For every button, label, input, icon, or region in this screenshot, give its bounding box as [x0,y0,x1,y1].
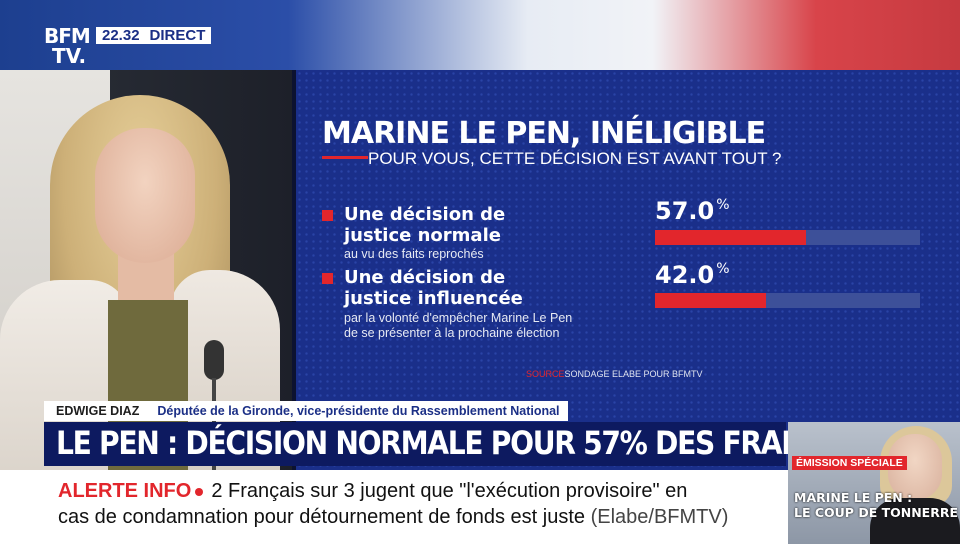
option-1-bar-fill [655,230,807,245]
live-status: DIRECT [149,27,206,44]
promo-portrait-body [870,498,960,544]
guest-name-strap: EDWIGE DIAZ Députée de la Gironde, vice-… [44,401,568,421]
special-programme-promo [788,422,960,544]
option-1-title-line2: justice normale [344,225,501,246]
ticker-text: ALERTE INFO 2 Français sur 3 jugent que "… [58,478,778,530]
option-2-title: Une décision de justice influencée [344,267,604,309]
option-2-marker [322,273,333,284]
option-1-title-line1: Une décision de [344,204,506,225]
promo-title-line2: LE COUP DE TONNERRE [794,505,958,520]
poll-subtitle: POUR VOUS, CETTE DÉCISION EST AVANT TOUT… [368,149,782,168]
poll-title: MARINE LE PEN, INÉLIGIBLE [322,116,766,151]
ticker-line2: cas de condamnation pour détournement de… [58,506,586,528]
alert-label: ALERTE INFO [58,480,192,502]
option-1-detail: au vu des faits reprochés [344,247,484,261]
option-1-title: Une décision de justice normale [344,204,604,246]
promo-title: MARINE LE PEN : LE COUP DE TONNERRE [794,490,958,520]
news-ticker [0,470,788,544]
promo-title-line1: MARINE LE PEN : [794,490,913,505]
microphone-icon [204,340,224,380]
headline-strap: LE PEN : DÉCISION NORMALE POUR 57% DES F… [44,422,873,466]
guest-role: Députée de la Gironde, vice-présidente d… [157,404,560,418]
headline-text: LE PEN : DÉCISION NORMALE POUR 57% DES F… [56,424,873,462]
option-2-bar-track [655,293,920,308]
option-1-percent: 57.0% [655,197,730,225]
logo-line2: TV. [52,44,87,68]
option-2-title-line1: Une décision de [344,267,506,288]
alert-dot-icon [195,487,204,496]
guest-face [95,128,195,263]
option-2-bar-fill [655,293,767,308]
guest-name: EDWIGE DIAZ [56,404,140,418]
percent-symbol: % [716,261,730,277]
option-1-marker [322,210,333,221]
option-2-percent: 42.0% [655,261,730,289]
option-1-bar-track [655,230,920,245]
bfmtv-logo: BFM TV. [44,24,92,68]
logo-line1: BFM [44,24,91,48]
promo-tag: ÉMISSION SPÉCIALE [792,456,907,470]
source-text: SONDAGE ELABE POUR BFMTV [564,369,703,379]
clock-time: 22.32 [102,27,140,44]
source-label: SOURCE [526,369,565,379]
option-2-value: 42.0 [655,261,715,289]
option-2-detail: par la volonté d'empêcher Marine Le Pen … [344,311,624,341]
title-accent-line [322,156,368,159]
poll-source: SOURCESONDAGE ELABE POUR BFMTV [526,369,703,379]
ticker-source: (Elabe/BFMTV) [590,506,729,528]
ticker-line1: 2 Français sur 3 jugent que "l'exécution… [211,480,688,502]
percent-symbol: % [716,197,730,213]
option-2-detail-line1: par la volonté d'empêcher Marine Le Pen [344,311,573,325]
clock-badge: 22.32 DIRECT [96,27,212,44]
option-2-detail-line2: de se présenter à la prochaine élection [344,326,560,340]
option-2-title-line2: justice influencée [344,288,523,309]
option-1-value: 57.0 [655,197,715,225]
